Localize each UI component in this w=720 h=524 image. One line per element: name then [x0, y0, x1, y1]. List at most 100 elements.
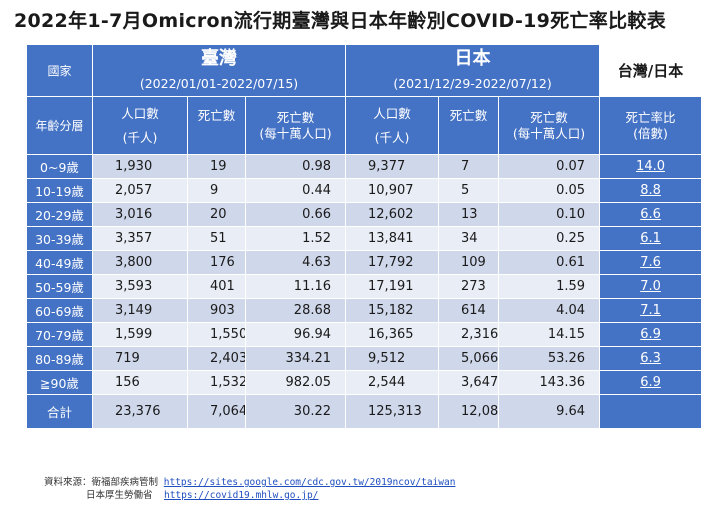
table-row: ≧90歲 156 1,532 982.05 2,544 3,647 143.36 6.9 — [26, 370, 703, 395]
jp-rate-cell: 0.25 — [498, 226, 601, 251]
tw-rate-cell: 0.44 — [244, 178, 347, 203]
tw-population-cell: 3,800 — [92, 250, 188, 275]
jp-deaths-cell: 7 — [438, 154, 500, 179]
tw-deaths-cell: 19 — [187, 154, 246, 179]
age-group-cell: 80-89歲 — [26, 346, 93, 371]
source-link-taiwan[interactable]: https://sites.google.com/cdc.gov.tw/2019… — [163, 477, 456, 488]
tw-deaths-cell: 51 — [187, 226, 246, 251]
japan-period: (2021/12/29-2022/07/12) — [345, 72, 601, 97]
mortality-table: 國家 臺灣 日本 台灣/日本 (2022/01/01-2022/07/15) (… — [26, 44, 703, 429]
jp-rate-cell: 1.59 — [498, 274, 601, 299]
total-jp-population-cell: 125,313 — [345, 394, 440, 429]
jp-rate-cell: 0.05 — [498, 178, 601, 203]
total-jp-rate-cell: 9.64 — [498, 394, 601, 429]
tw-deaths-cell: 9 — [187, 178, 246, 203]
table-row: 60-69歲 3,149 903 28.68 15,182 614 4.04 7.1 — [26, 298, 703, 323]
table-row: 10-19歲 2,057 9 0.44 10,907 5 0.05 8.8 — [26, 178, 703, 203]
jp-population-cell: 9,377 — [345, 154, 440, 179]
tw-rate-cell: 0.98 — [244, 154, 347, 179]
ratio-cell: 14.0 — [599, 154, 703, 179]
jp-population-cell: 15,182 — [345, 298, 440, 323]
tw-population-header: 人口數 (千人) — [92, 96, 188, 155]
tw-deaths-cell: 1,532 — [187, 370, 246, 395]
age-group-cell: 0~9歲 — [26, 154, 93, 179]
ratio-cell: 6.9 — [599, 322, 703, 347]
jp-rate-header: 死亡數 (每十萬人口) — [498, 96, 601, 155]
age-group-cell: 10-19歲 — [26, 178, 93, 203]
tw-population-cell: 719 — [92, 346, 188, 371]
tw-rate-cell: 1.52 — [244, 226, 347, 251]
jp-deaths-cell: 34 — [438, 226, 500, 251]
jp-rate-cell: 53.26 — [498, 346, 601, 371]
jp-population-cell: 16,365 — [345, 322, 440, 347]
jp-deaths-cell: 5,066 — [438, 346, 500, 371]
ratio-header: 死亡率比 (倍數) — [599, 96, 703, 155]
jp-deaths-cell: 2,316 — [438, 322, 500, 347]
ratio-top-header: 台灣/日本 — [599, 44, 703, 97]
jp-deaths-cell: 13 — [438, 202, 500, 227]
tw-population-cell: 2,057 — [92, 178, 188, 203]
jp-rate-cell: 0.07 — [498, 154, 601, 179]
jp-population-cell: 12,602 — [345, 202, 440, 227]
tw-deaths-cell: 903 — [187, 298, 246, 323]
jp-rate-cell: 0.61 — [498, 250, 601, 275]
tw-population-cell: 156 — [92, 370, 188, 395]
age-group-cell: 40-49歲 — [26, 250, 93, 275]
tw-population-cell: 1,599 — [92, 322, 188, 347]
tw-rate-cell: 0.66 — [244, 202, 347, 227]
total-ratio-cell — [599, 394, 703, 429]
tw-deaths-cell: 2,403 — [187, 346, 246, 371]
tw-rate-cell: 334.21 — [244, 346, 347, 371]
taiwan-period: (2022/01/01-2022/07/15) — [91, 72, 347, 97]
tw-deaths-cell: 401 — [187, 274, 246, 299]
jp-deaths-cell: 5 — [438, 178, 500, 203]
tw-rate-cell: 11.16 — [244, 274, 347, 299]
jp-population-cell: 10,907 — [345, 178, 440, 203]
ratio-cell: 7.1 — [599, 298, 703, 323]
jp-rate-cell: 14.15 — [498, 322, 601, 347]
age-group-cell: 50-59歲 — [26, 274, 93, 299]
jp-rate-cell: 4.04 — [498, 298, 601, 323]
age-group-cell: 60-69歲 — [26, 298, 93, 323]
total-tw-rate-cell: 30.22 — [244, 394, 347, 429]
total-tw-deaths-cell: 7,064 — [187, 394, 246, 429]
jp-deaths-cell: 273 — [438, 274, 500, 299]
age-group-cell: 70-79歲 — [26, 322, 93, 347]
table-row: 30-39歲 3,357 51 1.52 13,841 34 0.25 6.1 — [26, 226, 703, 251]
tw-deaths-cell: 20 — [187, 202, 246, 227]
tw-population-cell: 3,593 — [92, 274, 188, 299]
taiwan-header: 臺灣 — [91, 44, 347, 73]
tw-rate-header: 死亡數 (每十萬人口) — [244, 96, 347, 155]
tw-rate-cell: 28.68 — [244, 298, 347, 323]
age-group-cell: 20-29歲 — [26, 202, 93, 227]
tw-deaths-cell: 176 — [187, 250, 246, 275]
tw-rate-cell: 96.94 — [244, 322, 347, 347]
page-title: 2022年1-7月Omicron流行期臺灣與日本年齡別COVID-19死亡率比較… — [14, 10, 666, 32]
table-row: 80-89歲 719 2,403 334.21 9,512 5,066 53.26 6.3 — [26, 346, 703, 371]
country-header: 國家 — [26, 44, 93, 97]
total-tw-population-cell: 23,376 — [92, 394, 188, 429]
jp-population-header: 人口數 (千人) — [345, 96, 440, 155]
jp-population-cell: 17,191 — [345, 274, 440, 299]
jp-population-cell: 9,512 — [345, 346, 440, 371]
tw-rate-cell: 982.05 — [244, 370, 347, 395]
source-label: 資料來源：衛福部疾病管制 — [44, 477, 159, 488]
jp-rate-cell: 0.10 — [498, 202, 601, 227]
tw-rate-cell: 4.63 — [244, 250, 347, 275]
jp-deaths-cell: 614 — [438, 298, 500, 323]
jp-population-cell: 2,544 — [345, 370, 440, 395]
ratio-cell: 7.6 — [599, 250, 703, 275]
source-link-japan[interactable]: https://covid19.mhlw.go.jp/ — [163, 490, 319, 501]
age-group-cell: 30-39歲 — [26, 226, 93, 251]
japan-header: 日本 — [345, 44, 601, 73]
japan-name: 日本 — [454, 47, 491, 69]
tw-population-cell: 1,930 — [92, 154, 188, 179]
table-row: 50-59歲 3,593 401 11.16 17,191 273 1.59 7.0 — [26, 274, 703, 299]
ratio-cell: 6.3 — [599, 346, 703, 371]
table-row: 70-79歲 1,599 1,550 96.94 16,365 2,316 14.15 6.9 — [26, 322, 703, 347]
tw-population-cell: 3,016 — [92, 202, 188, 227]
tw-deaths-header: 死亡數 — [187, 96, 246, 155]
age-group-cell: ≧90歲 — [26, 370, 93, 395]
ratio-cell: 6.9 — [599, 370, 703, 395]
age-header: 年齡分層 — [26, 96, 93, 155]
